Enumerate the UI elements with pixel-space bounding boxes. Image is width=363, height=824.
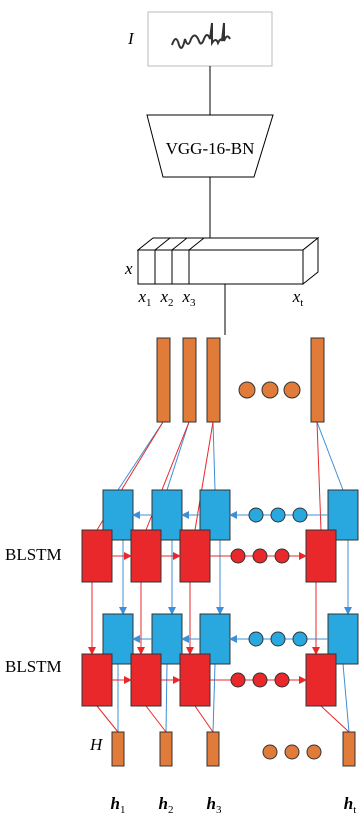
forward-cell <box>131 530 161 582</box>
subscript: t <box>353 804 356 816</box>
connector <box>97 706 118 732</box>
ellipsis-dot <box>271 632 285 646</box>
subscripted-label: x3 <box>181 287 196 309</box>
ellipsis-dot <box>293 508 307 522</box>
connector <box>317 422 343 490</box>
forward-cell <box>131 654 161 706</box>
ellipsis-dot <box>271 508 285 522</box>
output-bar <box>343 732 355 766</box>
subscript: 3 <box>190 297 196 309</box>
subscripted-label: ht <box>344 794 357 816</box>
slice-labels: x1 x2 x3 xt <box>137 287 303 309</box>
subscripted-label: x1 <box>137 287 151 309</box>
output-bar <box>207 732 219 766</box>
ellipsis-dot <box>275 549 289 563</box>
ellipsis-dot <box>275 673 289 687</box>
output-bar <box>112 732 124 766</box>
feature-bar <box>157 338 170 422</box>
ellipsis-dot <box>249 508 263 522</box>
connector <box>213 422 215 490</box>
connector <box>146 706 166 732</box>
ellipsis-dot <box>293 632 307 646</box>
diagram: I VGG-16-BN x x1x2x3xt BLSTM BLSTM H h1h… <box>0 0 363 824</box>
symbol: h <box>111 794 120 813</box>
forward-cell <box>180 654 210 706</box>
subscript: 1 <box>146 297 152 309</box>
output-bar <box>160 732 172 766</box>
forward-cell <box>82 654 112 706</box>
feature-label: x <box>124 259 133 278</box>
subscripted-label: h3 <box>207 794 222 816</box>
forward-cell <box>306 654 336 706</box>
subscripted-label: xt <box>292 287 304 309</box>
feature-top <box>138 238 318 250</box>
ellipsis-dot <box>307 745 321 759</box>
ellipsis-dot <box>263 745 277 759</box>
layer-label: BLSTM <box>5 545 62 564</box>
network <box>82 338 358 766</box>
ellipsis-dot <box>262 382 278 398</box>
ellipsis-dot <box>285 745 299 759</box>
forward-cell <box>180 530 210 582</box>
subscript: 1 <box>120 804 126 816</box>
connector <box>321 706 349 732</box>
symbol: h <box>344 794 353 813</box>
subscript: 2 <box>168 804 174 816</box>
ellipsis-dot <box>231 549 245 563</box>
ellipsis-dot <box>239 382 255 398</box>
subscripted-label: h2 <box>159 794 174 816</box>
ellipsis-dot <box>253 673 267 687</box>
connector <box>317 422 321 530</box>
ellipsis-dot <box>231 673 245 687</box>
connector <box>166 664 167 732</box>
feature-bar <box>207 338 220 422</box>
connector <box>213 664 215 732</box>
feature-front <box>138 250 303 284</box>
forward-cell <box>82 530 112 582</box>
forward-cell <box>306 530 336 582</box>
ellipsis-dot <box>249 632 263 646</box>
output-label: H <box>89 735 104 754</box>
layer-label: BLSTM <box>5 657 62 676</box>
subscripted-label: x2 <box>159 287 173 309</box>
encoder-label: VGG-16-BN <box>166 139 255 158</box>
subscript: 3 <box>216 804 222 816</box>
subscript: t <box>300 297 303 309</box>
feature-bar <box>183 338 196 422</box>
input-label: I <box>127 29 135 48</box>
subscripted-label: h1 <box>111 794 126 816</box>
ellipsis-dot <box>253 549 267 563</box>
subscript: 2 <box>168 297 174 309</box>
symbol: h <box>159 794 168 813</box>
symbol: h <box>207 794 216 813</box>
connector <box>167 422 189 490</box>
ellipsis-dot <box>284 382 300 398</box>
connector <box>343 664 349 732</box>
feature-bar <box>311 338 324 422</box>
connector <box>195 706 213 732</box>
